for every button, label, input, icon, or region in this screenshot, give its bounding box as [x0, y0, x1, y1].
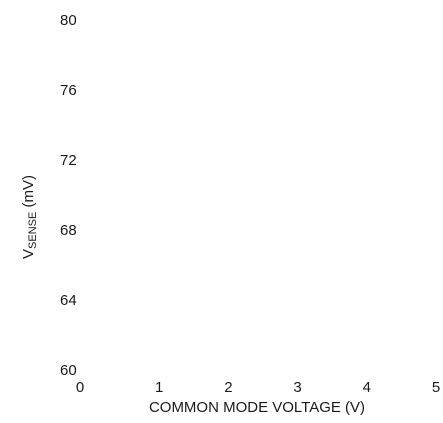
x-tick-label: 1 [155, 379, 163, 396]
y-axis-label-prefix: V [20, 249, 37, 259]
x-tick-label: 2 [224, 379, 232, 396]
x-tick-label: 5 [432, 379, 440, 396]
y-tick-labels: 80 76 72 68 64 60 [60, 12, 77, 379]
y-axis-label: VSENSE (mV) [20, 175, 39, 259]
y-tick-label: 60 [60, 362, 77, 379]
y-axis-label-suffix: (mV) [20, 175, 37, 212]
y-tick-label: 64 [60, 292, 77, 309]
y-tick-label: 80 [60, 12, 77, 29]
x-tick-label: 0 [76, 379, 84, 396]
y-axis-label-subscript: SENSE [27, 212, 39, 249]
y-tick-label: 76 [60, 82, 77, 99]
y-tick-label: 72 [60, 152, 77, 169]
x-axis-label: COMMON MODE VOLTAGE (V) [149, 399, 365, 416]
x-tick-label: 4 [363, 379, 371, 396]
x-tick-label: 3 [293, 379, 301, 396]
y-tick-label: 68 [60, 222, 77, 239]
x-tick-labels: 0 1 2 3 4 5 [76, 379, 440, 396]
